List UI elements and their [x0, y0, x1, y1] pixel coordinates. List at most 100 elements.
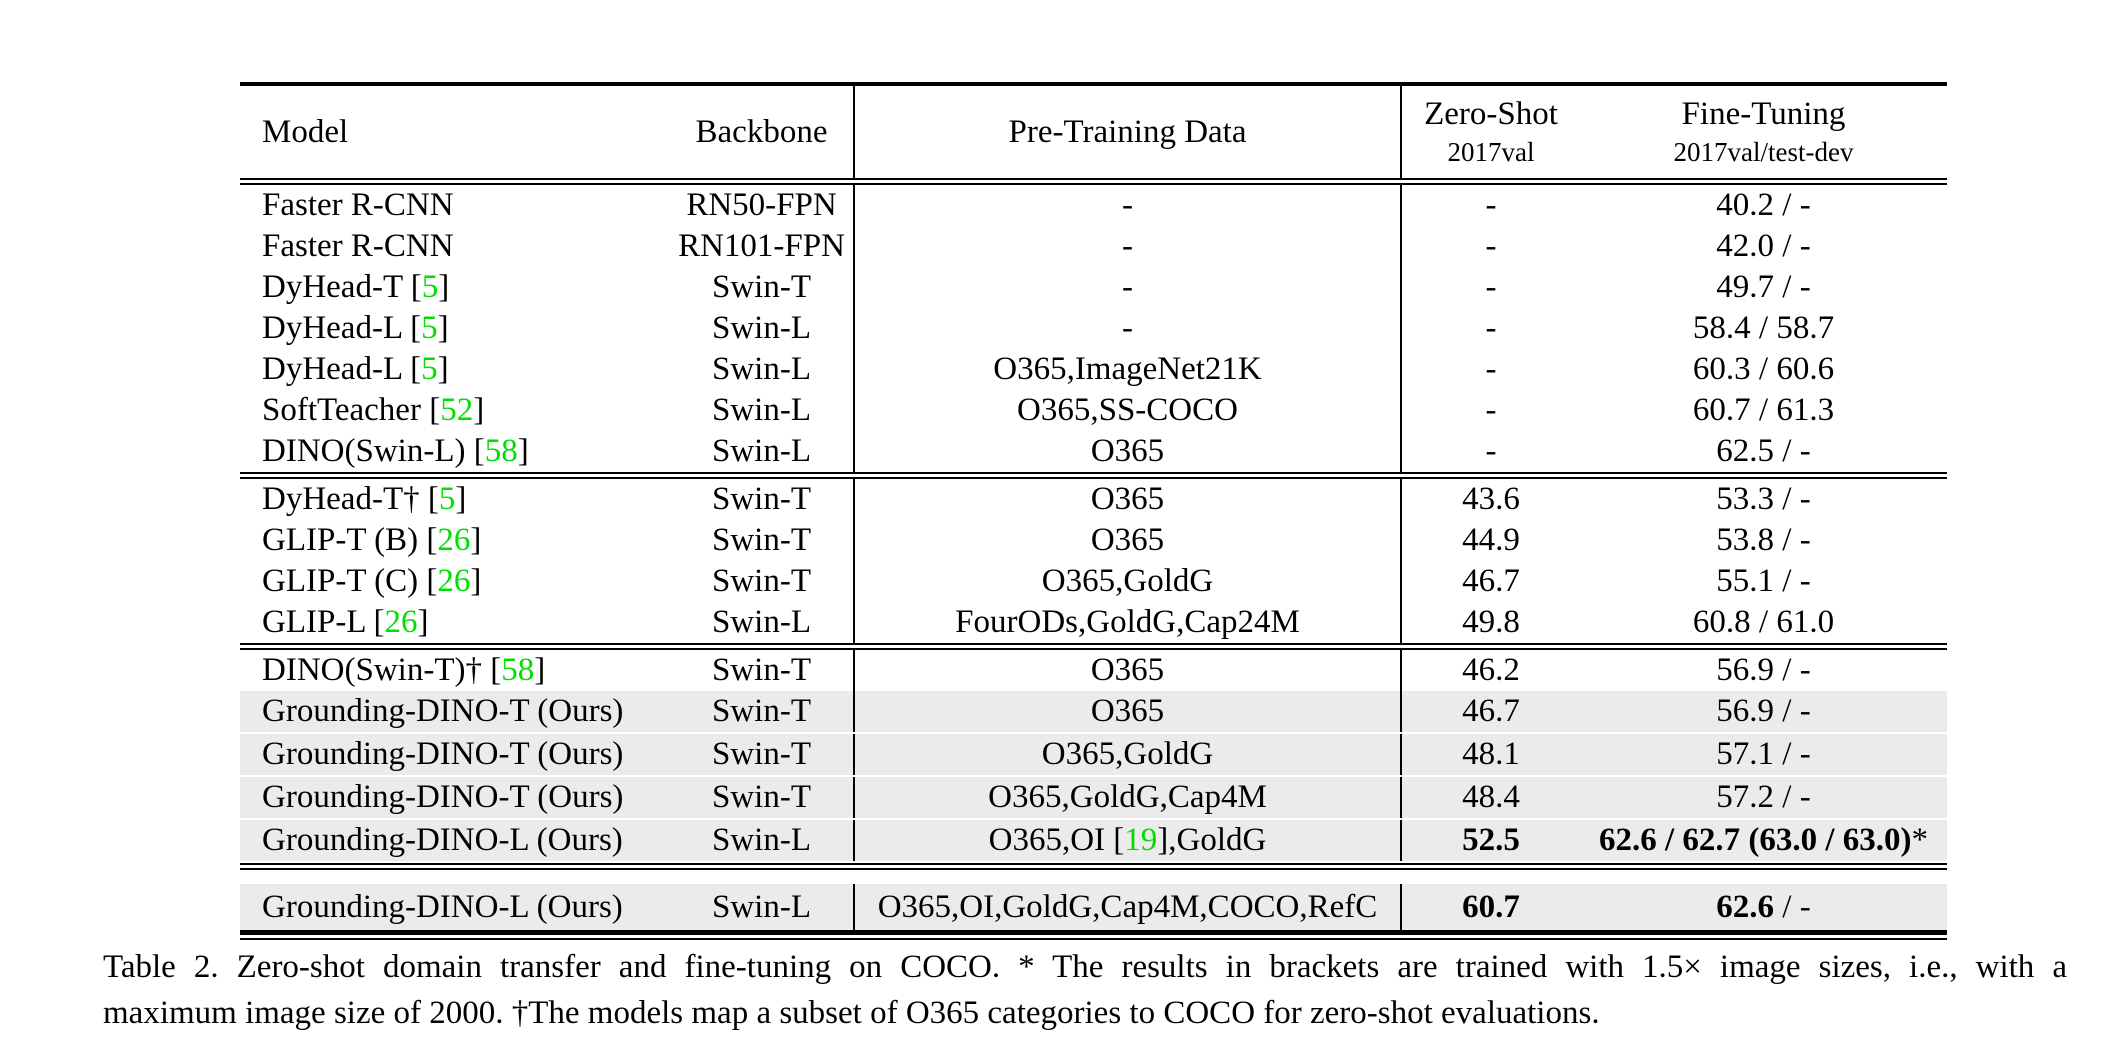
- table-row: GLIP-L [26] Swin-L FourODs,GoldG,Cap24M 49.…: [240, 602, 1947, 643]
- pretrain-cell: O365: [853, 691, 1400, 732]
- model-cell: GLIP-T (C) [26]: [240, 561, 670, 602]
- model-cell: Grounding-DINO-T (Ours): [240, 691, 670, 732]
- pretrain-cell: O365: [853, 520, 1400, 561]
- finetune-cell: 60.8 / 61.0: [1580, 602, 1947, 643]
- model-cell: Grounding-DINO-L (Ours): [240, 884, 670, 930]
- text-segment: Grounding-DINO-T (Ours): [262, 779, 624, 815]
- citation-link[interactable]: 52: [440, 392, 474, 428]
- text-segment: -: [1122, 310, 1133, 346]
- table-row: Grounding-DINO-T (Ours) Swin-T O365,GoldG,…: [240, 777, 1947, 820]
- pretrain-cell: -: [853, 308, 1400, 349]
- text-segment: O365,GoldG,Cap4M: [988, 779, 1267, 815]
- citation-link[interactable]: 26: [437, 522, 471, 558]
- text-segment: Swin-T: [712, 652, 811, 688]
- text-segment: Faster R-CNN: [262, 228, 454, 264]
- table-row: DINO(Swin-T)† [58] Swin-T O365 46.2 56.9 / -: [240, 650, 1947, 691]
- finetune-cell: 53.3 / -: [1580, 479, 1947, 520]
- text-segment: Grounding-DINO-L (Ours): [262, 888, 623, 925]
- model-cell: DyHead-T† [5]: [240, 479, 670, 520]
- citation-link[interactable]: 5: [421, 310, 438, 346]
- zeroshot-cell: -: [1400, 185, 1580, 226]
- pretrain-cell: O365: [853, 479, 1400, 520]
- zeroshot-cell: -: [1400, 308, 1580, 349]
- text-segment: 49.7 / -: [1716, 269, 1811, 305]
- table-row: Grounding-DINO-L (Ours) Swin-L O365,OI [19…: [240, 820, 1947, 863]
- finetune-cell: 55.1 / -: [1580, 561, 1947, 602]
- text-segment: O365,OI [: [988, 822, 1125, 858]
- text-segment: / -: [1774, 888, 1811, 925]
- text-segment: 53.3 / -: [1716, 481, 1811, 517]
- text-segment: 60.8 / 61.0: [1692, 604, 1835, 640]
- citation-link[interactable]: 5: [421, 269, 439, 305]
- text-segment: Faster R-CNN: [262, 187, 454, 223]
- pretrain-cell: O365,GoldG: [853, 734, 1400, 775]
- pretrain-cell: O365,OI,GoldG,Cap4M,COCO,RefC: [853, 884, 1400, 930]
- text-segment: 55.1 / -: [1716, 563, 1811, 599]
- table-row: SoftTeacher [52] Swin-L O365,SS-COCO - 60.7 …: [240, 390, 1947, 431]
- text-segment: ],GoldG: [1157, 822, 1267, 858]
- zeroshot-cell: 48.1: [1400, 734, 1580, 775]
- text-segment: 46.7: [1462, 693, 1520, 729]
- text-segment: Swin-T: [712, 269, 811, 305]
- backbone-cell: Swin-T: [670, 561, 853, 602]
- table-row: Faster R-CNN RN101-FPN - - 42.0 / -: [240, 226, 1947, 267]
- citation-link[interactable]: 5: [438, 481, 456, 517]
- model-cell: DINO(Swin-L) [58]: [240, 431, 670, 472]
- text-segment: ]: [470, 522, 482, 558]
- text-segment: -: [1485, 433, 1497, 469]
- text-segment: Swin-T: [712, 693, 811, 729]
- citation-link[interactable]: 5: [421, 351, 438, 387]
- header-fine-tuning: Fine-Tuning 2017val/test-dev: [1580, 86, 1947, 178]
- backbone-cell: Swin-T: [670, 267, 853, 308]
- header-zero-shot-label: Zero-Shot: [1424, 96, 1558, 132]
- text-segment: 46.7: [1462, 563, 1520, 599]
- citation-link[interactable]: 19: [1124, 822, 1158, 858]
- header-zero-shot-sublabel: 2017val: [1447, 137, 1535, 167]
- backbone-cell: RN50-FPN: [670, 185, 853, 226]
- finetune-cell: 56.9 / -: [1580, 691, 1947, 732]
- citation-link[interactable]: 58: [484, 433, 518, 469]
- citation-link[interactable]: 58: [501, 652, 535, 688]
- finetune-cell: 56.9 / -: [1580, 650, 1947, 691]
- table-header-row: Model Backbone Pre-Training Data Zero-Sh…: [240, 86, 1947, 178]
- backbone-cell: Swin-L: [670, 308, 853, 349]
- zeroshot-cell: -: [1400, 226, 1580, 267]
- text-segment: O365: [1090, 433, 1165, 469]
- header-zero-shot: Zero-Shot 2017val: [1400, 86, 1580, 178]
- zeroshot-cell: 43.6: [1400, 479, 1580, 520]
- table-caption: Table 2. Zero-shot domain transfer and f…: [103, 944, 2067, 1036]
- text-segment: ]: [517, 433, 529, 469]
- finetune-cell: 57.2 / -: [1580, 777, 1947, 818]
- text-segment: SoftTeacher [: [262, 392, 441, 428]
- text-segment: 58.4 / 58.7: [1692, 310, 1835, 346]
- table-row: DyHead-L [5] Swin-L - - 58.4 / 58.7: [240, 308, 1947, 349]
- text-segment: FourODs,GoldG,Cap24M: [955, 604, 1300, 640]
- table-row: DyHead-T† [5] Swin-T O365 43.6 53.3 / -: [240, 479, 1947, 520]
- pretrain-cell: O365: [853, 431, 1400, 472]
- table-row: GLIP-T (C) [26] Swin-T O365,GoldG 46.7 55.1 …: [240, 561, 1947, 602]
- text-segment: DyHead-L [: [262, 351, 422, 387]
- zeroshot-cell: 46.7: [1400, 561, 1580, 602]
- header-pretraining-label: Pre-Training Data: [1008, 113, 1247, 150]
- text-segment: DyHead-L [: [262, 310, 422, 346]
- citation-link[interactable]: 26: [384, 604, 418, 640]
- text-segment: 52.5: [1462, 822, 1520, 858]
- table-row: DyHead-L [5] Swin-L O365,ImageNet21K - 60.3 …: [240, 349, 1947, 390]
- model-cell: Grounding-DINO-T (Ours): [240, 734, 670, 775]
- text-segment: O365: [1090, 652, 1165, 688]
- text-segment: O365: [1090, 522, 1165, 558]
- caption-line-2: maximum image size of 2000. †The models …: [103, 995, 1600, 1031]
- text-segment: -: [1485, 269, 1497, 305]
- text-segment: ]: [437, 351, 449, 387]
- citation-link[interactable]: 26: [437, 563, 471, 599]
- text-segment: Swin-T: [712, 522, 811, 558]
- text-segment: O365,GoldG: [1041, 736, 1214, 772]
- backbone-cell: Swin-L: [670, 820, 853, 861]
- text-segment: -: [1122, 228, 1133, 264]
- model-cell: DyHead-L [5]: [240, 349, 670, 390]
- table-row: Grounding-DINO-T (Ours) Swin-T O365,GoldG 4…: [240, 734, 1947, 777]
- zeroshot-cell: 60.7: [1400, 884, 1580, 930]
- text-segment: Swin-L: [712, 888, 811, 925]
- zeroshot-cell: 49.8: [1400, 602, 1580, 643]
- zeroshot-cell: 44.9: [1400, 520, 1580, 561]
